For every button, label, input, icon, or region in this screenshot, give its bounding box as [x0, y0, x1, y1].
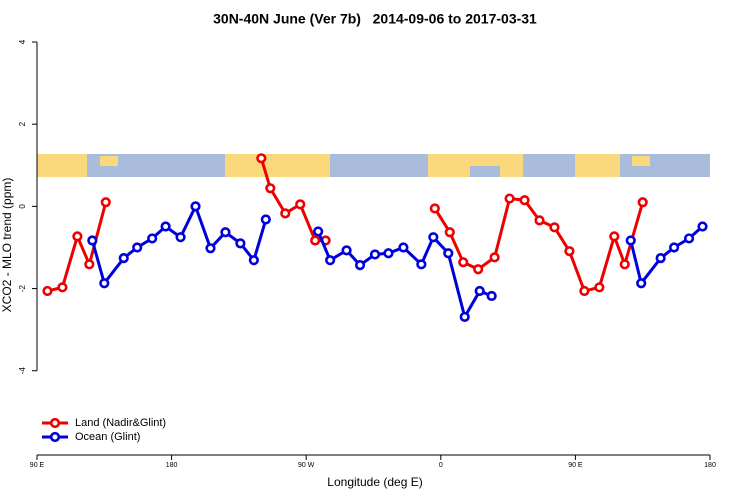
- point: [72, 231, 83, 242]
- point: [459, 311, 470, 323]
- point: [100, 197, 111, 208]
- x-tick-label: 90 E: [30, 462, 45, 469]
- ocean-band: [470, 166, 500, 177]
- legend-marker: [49, 417, 61, 429]
- ocean-band: [37, 154, 710, 177]
- point: [235, 238, 246, 249]
- point: [295, 199, 306, 210]
- point: [190, 201, 201, 212]
- point: [341, 245, 352, 256]
- point: [458, 257, 469, 268]
- point: [260, 214, 271, 225]
- point: [474, 285, 485, 297]
- point: [619, 259, 630, 270]
- point: [473, 264, 484, 275]
- point: [160, 221, 171, 232]
- point: [369, 249, 381, 260]
- y-tick-label: 4: [18, 39, 27, 44]
- x-tick-label: 180: [166, 462, 178, 469]
- point: [118, 253, 129, 264]
- x-tick-label: 90 W: [298, 462, 315, 469]
- point: [564, 246, 575, 257]
- legend-label: Ocean (Glint): [75, 431, 140, 443]
- land-band: [225, 154, 330, 177]
- x-tick-label: 180: [704, 462, 716, 469]
- y-tick-label: -4: [18, 367, 27, 375]
- point: [625, 235, 636, 246]
- point: [248, 255, 259, 266]
- x-axis-label: Longitude (deg E): [327, 475, 422, 489]
- land-band: [100, 156, 118, 166]
- x-tick-label: 0: [439, 462, 443, 469]
- point: [579, 285, 590, 297]
- point: [594, 282, 605, 293]
- legend-label: Land (Nadir&Glint): [75, 417, 166, 429]
- point: [175, 232, 186, 243]
- point: [486, 290, 497, 302]
- point: [132, 242, 143, 253]
- point: [444, 227, 455, 238]
- land-band: [575, 154, 620, 177]
- point: [504, 193, 515, 204]
- y-tick-label: 0: [18, 204, 27, 209]
- point: [443, 248, 454, 259]
- point: [42, 285, 53, 297]
- chart-title: 30N-40N June (Ver 7b) 2014-09-06 to 2017…: [213, 11, 537, 27]
- point: [637, 197, 648, 208]
- point: [313, 226, 324, 237]
- point: [310, 235, 321, 246]
- point: [655, 253, 666, 264]
- land-band: [632, 156, 650, 166]
- legend-marker: [49, 431, 61, 443]
- point: [205, 243, 216, 254]
- point: [354, 260, 366, 271]
- point: [256, 153, 267, 164]
- point: [429, 203, 440, 214]
- y-tick-label: 2: [18, 121, 27, 126]
- y-tick-label: -2: [18, 284, 27, 292]
- point: [683, 233, 695, 244]
- point: [549, 222, 560, 233]
- y-axis-label: XCO2 - MLO trend (ppm): [0, 178, 14, 313]
- point: [669, 242, 680, 253]
- point: [87, 235, 98, 246]
- point: [265, 183, 276, 194]
- series-line: [90, 202, 704, 321]
- point: [519, 195, 530, 206]
- point: [280, 208, 291, 219]
- point: [99, 278, 110, 289]
- x-tick-label: 90 E: [568, 462, 583, 469]
- point: [147, 233, 158, 244]
- map-strip: [37, 154, 710, 177]
- point: [57, 282, 68, 293]
- point: [220, 227, 231, 238]
- point: [609, 231, 620, 242]
- point: [84, 259, 95, 270]
- point: [534, 215, 545, 226]
- point: [428, 232, 439, 243]
- point: [697, 221, 708, 232]
- point: [398, 242, 409, 253]
- point: [416, 259, 427, 270]
- point: [325, 255, 336, 266]
- point: [636, 278, 647, 289]
- point: [489, 252, 500, 263]
- point: [383, 248, 394, 259]
- land-band: [37, 154, 87, 177]
